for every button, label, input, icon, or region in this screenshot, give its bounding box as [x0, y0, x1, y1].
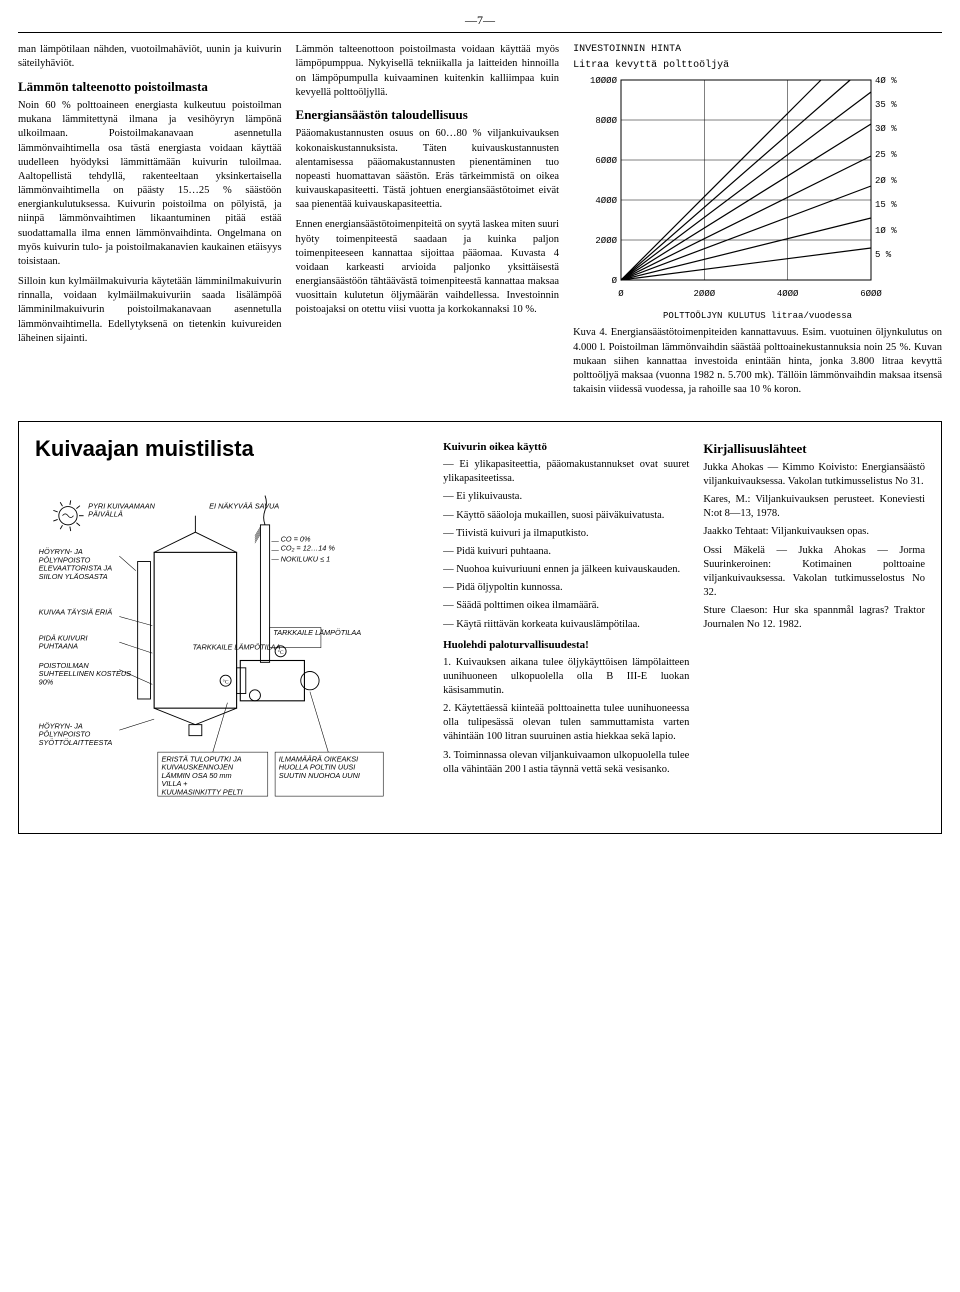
col1-p1: man lämpötilaan nähden, vuotoilmahäviöt,…: [18, 43, 282, 71]
col2-p1: Lämmön talteenottoon poistoilmasta voida…: [296, 43, 560, 100]
checklist-box: Kuivaajan muistilista PYRI KUIVAAMAANPÄI…: [18, 421, 942, 834]
diagram-svg: PYRI KUIVAAMAANPÄIVÄLLÄEI NÄKYVÄÄ SAVUA°…: [35, 474, 429, 814]
svg-text:3Ø %: 3Ø %: [875, 124, 897, 134]
svg-text:KUUMASINKITTY PELTI: KUUMASINKITTY PELTI: [161, 787, 242, 796]
fire-items: 1. Kuivauksen aikana tulee öljykäyttöise…: [443, 656, 689, 777]
page-number: —7—: [18, 12, 942, 28]
col1-p3: Silloin kun kylmäilmakuivuria käytetään …: [18, 275, 282, 346]
svg-text:PÄIVÄLLÄ: PÄIVÄLLÄ: [88, 509, 123, 518]
list-item: Ossi Mäkelä — Jukka Ahokas — Jorma Suuri…: [703, 544, 925, 601]
svg-text:SYÖTTÖLAITTEESTA: SYÖTTÖLAITTEESTA: [39, 738, 113, 747]
svg-text:5 %: 5 %: [875, 250, 892, 260]
col1-p2: Noin 60 % polttoaineen energiasta kulkeu…: [18, 99, 282, 269]
use-column: Kuivurin oikea käyttö — Ei ylikapasiteet…: [443, 434, 689, 819]
svg-text:CO₂ = 12…14 %: CO₂ = 12…14 %: [281, 543, 336, 552]
svg-text:6ØØØ: 6ØØØ: [595, 156, 617, 166]
svg-text:TARKKAILE LÄMPÖTILAA: TARKKAILE LÄMPÖTILAA: [273, 628, 361, 637]
svg-text:1ØØØØ: 1ØØØØ: [590, 76, 618, 86]
list-item: Kares, M.: Viljankuivauksen perusteet. K…: [703, 493, 925, 521]
column-1: man lämpötilaan nähden, vuotoilmahäviöt,…: [18, 43, 282, 403]
column-2: Lämmön talteenottoon poistoilmasta voida…: [296, 43, 560, 403]
list-item: Jukka Ahokas — Kimmo Koivisto: Energians…: [703, 461, 925, 489]
svg-text:Ø: Ø: [618, 289, 624, 299]
list-item: Sture Claeson: Hur ska spannmål lagras? …: [703, 604, 925, 632]
svg-text:SIILON YLÄOSASTA: SIILON YLÄOSASTA: [39, 572, 108, 581]
svg-text:25 %: 25 %: [875, 150, 897, 160]
checklist-title: Kuivaajan muistilista: [35, 434, 429, 464]
svg-text:KUIVAA TÄYSIÄ ERIÄ: KUIVAA TÄYSIÄ ERIÄ: [39, 608, 113, 617]
svg-text:SUUTIN NUOHOA UUNI: SUUTIN NUOHOA UUNI: [279, 771, 360, 780]
list-item: — Säädä polttimen oikea ilmamäärä.: [443, 599, 689, 613]
chart-x-label: POLTTOÖLJYN KULUTUS litraa/vuodessa: [573, 310, 942, 322]
use-items: — Ei ylikapasiteettia, pääomakustannukse…: [443, 458, 689, 632]
svg-text:°C: °C: [223, 678, 229, 685]
svg-text:EI NÄKYVÄÄ SAVUA: EI NÄKYVÄÄ SAVUA: [209, 501, 279, 510]
list-item: — Käyttö sääoloja mukaillen, suosi päivä…: [443, 509, 689, 523]
chart-svg: Ø 2ØØØ 4ØØØ 6ØØØ 8ØØØ 1ØØØØ Ø 2ØØØ 4ØØØ 6ØØØ 4Ø % 3…: [573, 74, 913, 304]
svg-text:90%: 90%: [39, 677, 54, 686]
chart-title-2: Litraa kevyttä polttoöljyä: [573, 59, 942, 73]
refs-column: Kirjallisuuslähteet Jukka Ahokas — Kimmo…: [703, 434, 925, 819]
col2-p2: Pääomakustannusten osuus on 60…80 % vilj…: [296, 127, 560, 212]
svg-text:2ØØØ: 2ØØØ: [595, 236, 617, 246]
list-item: 1. Kuivauksen aikana tulee öljykäyttöise…: [443, 656, 689, 699]
col2-heading: Energiansäästön taloudellisuus: [296, 106, 560, 124]
col2-p3: Ennen energiansäästötoimenpiteitä on syy…: [296, 218, 560, 317]
chart-caption: Kuva 4. Energiansäästötoimenpiteiden kan…: [573, 326, 942, 397]
top-section: man lämpötilaan nähden, vuotoilmahäviöt,…: [18, 43, 942, 403]
svg-text:2ØØØ: 2ØØØ: [694, 289, 716, 299]
svg-text:6ØØØ: 6ØØØ: [860, 289, 882, 299]
col1-heading: Lämmön talteenotto poistoilmasta: [18, 78, 282, 96]
fire-heading: Huolehdi paloturvallisuudesta!: [443, 638, 689, 653]
svg-text:NOKILUKU ≤ 1: NOKILUKU ≤ 1: [281, 554, 331, 563]
svg-text:TARKKAILE LÄMPÖTILAA: TARKKAILE LÄMPÖTILAA: [193, 642, 281, 651]
svg-text:15 %: 15 %: [875, 200, 897, 210]
chart-title-1: INVESTOINNIN HINTA: [573, 43, 942, 57]
list-item: Jaakko Tehtaat: Viljankuivauksen opas.: [703, 525, 925, 539]
list-item: — Ei ylikapasiteettia, pääomakustannukse…: [443, 458, 689, 486]
list-item: — Pidä öljypoltin kunnossa.: [443, 581, 689, 595]
column-3-chart: INVESTOINNIN HINTA Litraa kevyttä poltto…: [573, 43, 942, 403]
svg-text:2Ø %: 2Ø %: [875, 176, 897, 186]
list-item: — Tiivistä kuivuri ja ilmaputkisto.: [443, 527, 689, 541]
svg-text:PUHTAANA: PUHTAANA: [39, 641, 78, 650]
list-item: — Nuohoa kuivuriuuni ennen ja jälkeen ku…: [443, 563, 689, 577]
svg-text:4ØØØ: 4ØØØ: [595, 196, 617, 206]
svg-text:Ø: Ø: [612, 276, 618, 286]
diagram-column: Kuivaajan muistilista PYRI KUIVAAMAANPÄI…: [35, 434, 429, 819]
list-item: — Käytä riittävän korkeata kuivauslämpöt…: [443, 618, 689, 632]
use-heading: Kuivurin oikea käyttö: [443, 440, 689, 455]
list-item: — Pidä kuivuri puhtaana.: [443, 545, 689, 559]
svg-text:4ØØØ: 4ØØØ: [777, 289, 799, 299]
top-rule: [18, 32, 942, 33]
refs-heading: Kirjallisuuslähteet: [703, 440, 925, 458]
svg-text:1Ø %: 1Ø %: [875, 226, 897, 236]
list-item: 2. Käytettäessä kiinteää polttoainetta t…: [443, 702, 689, 745]
chart-box: Ø 2ØØØ 4ØØØ 6ØØØ 8ØØØ 1ØØØØ Ø 2ØØØ 4ØØØ 6ØØØ 4Ø % 3…: [573, 74, 913, 304]
svg-text:4Ø %: 4Ø %: [875, 76, 897, 86]
svg-text:35 %: 35 %: [875, 100, 897, 110]
list-item: 3. Toiminnassa olevan viljankuivaamon ul…: [443, 749, 689, 777]
list-item: — Ei ylikuivausta.: [443, 490, 689, 504]
svg-text:CO = 0%: CO = 0%: [281, 534, 311, 543]
ref-items: Jukka Ahokas — Kimmo Koivisto: Energians…: [703, 461, 925, 633]
svg-text:8ØØØ: 8ØØØ: [595, 116, 617, 126]
